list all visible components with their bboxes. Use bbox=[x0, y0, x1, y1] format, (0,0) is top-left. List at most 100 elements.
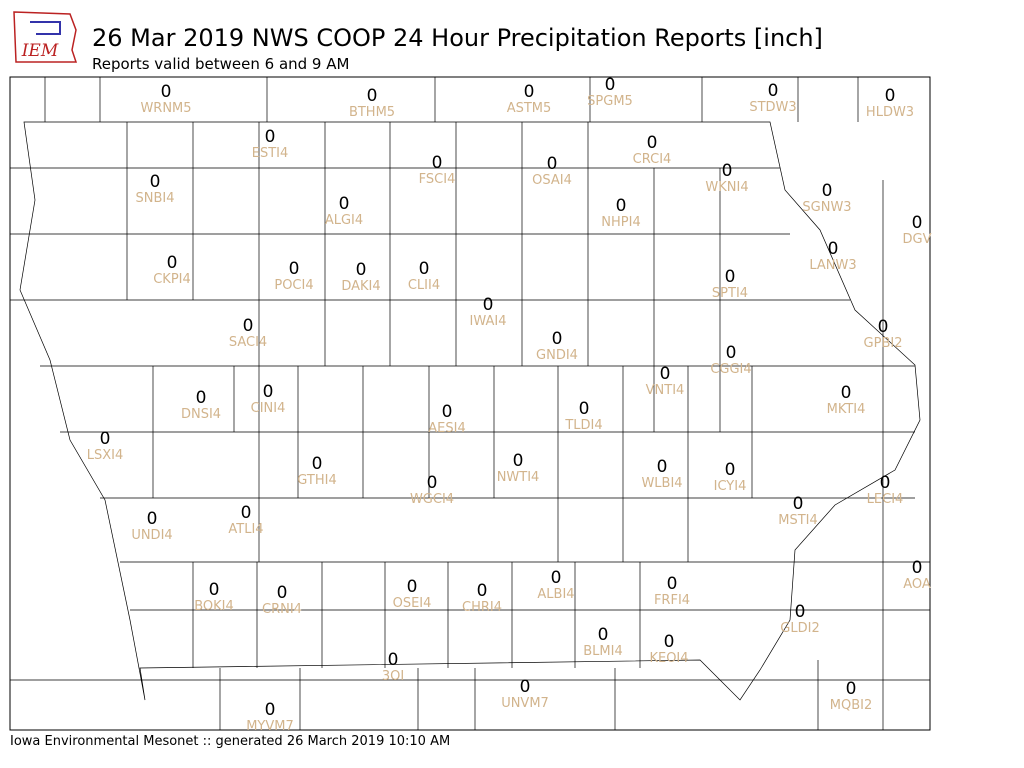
station-name: LSXI4 bbox=[87, 448, 124, 463]
station-value: 0 bbox=[579, 399, 590, 419]
station-value: 0 bbox=[647, 133, 658, 153]
station-name: BTHM5 bbox=[349, 105, 395, 120]
station-value: 0 bbox=[885, 86, 896, 106]
station-name: FSCI4 bbox=[419, 172, 456, 187]
subtitle: Reports valid between 6 and 9 AM bbox=[92, 55, 349, 73]
station-name: DGV bbox=[903, 232, 932, 247]
station-value: 0 bbox=[196, 388, 207, 408]
station-name: OSEI4 bbox=[393, 596, 432, 611]
station-value: 0 bbox=[339, 194, 350, 214]
station-value: 0 bbox=[605, 75, 616, 95]
station-value: 0 bbox=[547, 154, 558, 174]
station-name: CGGI4 bbox=[710, 362, 751, 377]
station-name: STDW3 bbox=[749, 100, 796, 115]
station-name: MSTI4 bbox=[778, 513, 818, 528]
station-name: TLDI4 bbox=[564, 418, 602, 433]
station-value: 0 bbox=[846, 679, 857, 699]
station-name: SACI4 bbox=[229, 335, 267, 350]
station-value: 0 bbox=[520, 677, 531, 697]
station-name: ATLI4 bbox=[228, 522, 263, 537]
station-name: GNDI4 bbox=[536, 348, 578, 363]
station-name: POCI4 bbox=[274, 278, 313, 293]
title: 26 Mar 2019 NWS COOP 24 Hour Precipitati… bbox=[92, 24, 823, 52]
station-name: LECI4 bbox=[867, 492, 904, 507]
station-name: UNVM7 bbox=[501, 696, 549, 711]
station-value: 0 bbox=[793, 494, 804, 514]
station-name: OSAI4 bbox=[532, 173, 572, 188]
logo: IEM bbox=[13, 11, 78, 63]
county-lines bbox=[10, 77, 930, 730]
station-value: 0 bbox=[427, 473, 438, 493]
station-name: IWAI4 bbox=[470, 314, 507, 329]
map-lines bbox=[10, 77, 930, 730]
stations: 0WRNM50BTHM50ASTM50SPGM50STDW30HLDW30EST… bbox=[87, 75, 932, 734]
station-name: GTHI4 bbox=[297, 473, 336, 488]
station-value: 0 bbox=[551, 568, 562, 588]
station-name: WLBI4 bbox=[641, 476, 682, 491]
station-value: 0 bbox=[483, 295, 494, 315]
station-value: 0 bbox=[664, 632, 675, 652]
station-name: KEOI4 bbox=[649, 651, 688, 666]
station-value: 0 bbox=[722, 161, 733, 181]
station-name: GPBI2 bbox=[864, 336, 903, 351]
station-value: 0 bbox=[265, 127, 276, 147]
station-value: 0 bbox=[388, 650, 399, 670]
station-name: ALBI4 bbox=[537, 587, 574, 602]
station-name: ICYI4 bbox=[714, 479, 747, 494]
station-value: 0 bbox=[822, 181, 833, 201]
station-name: SPGM5 bbox=[587, 94, 633, 109]
station-value: 0 bbox=[477, 581, 488, 601]
station-name: MKTI4 bbox=[827, 402, 866, 417]
station-value: 0 bbox=[598, 625, 609, 645]
station-name: CKPI4 bbox=[153, 272, 191, 287]
station-name: LANW3 bbox=[809, 258, 856, 273]
station-value: 0 bbox=[100, 429, 111, 449]
logo-text: IEM bbox=[21, 41, 59, 61]
station-name: CRNI4 bbox=[262, 602, 302, 617]
station-value: 0 bbox=[167, 253, 178, 273]
logo-symbol bbox=[30, 21, 61, 35]
station-value: 0 bbox=[841, 383, 852, 403]
station-value: 0 bbox=[432, 153, 443, 173]
station-value: 0 bbox=[768, 81, 779, 101]
station-value: 0 bbox=[726, 343, 737, 363]
station-value: 0 bbox=[513, 451, 524, 471]
station-value: 0 bbox=[263, 382, 274, 402]
station-name: CLII4 bbox=[408, 278, 440, 293]
station-name: 3OI bbox=[382, 669, 404, 684]
station-name: SGNW3 bbox=[802, 200, 851, 215]
station-name: SNBI4 bbox=[136, 191, 175, 206]
station-name: WRNM5 bbox=[140, 101, 191, 116]
station-name: SPTI4 bbox=[712, 286, 748, 301]
station-name: ESTI4 bbox=[252, 146, 289, 161]
station-value: 0 bbox=[667, 574, 678, 594]
station-value: 0 bbox=[243, 316, 254, 336]
station-name: AESI4 bbox=[428, 421, 465, 436]
station-value: 0 bbox=[912, 213, 923, 233]
station-name: CINI4 bbox=[251, 401, 286, 416]
station-value: 0 bbox=[289, 259, 300, 279]
station-name: FRFI4 bbox=[654, 593, 690, 608]
station-value: 0 bbox=[147, 509, 158, 529]
station-value: 0 bbox=[878, 317, 889, 337]
station-name: CHRI4 bbox=[462, 600, 502, 615]
station-value: 0 bbox=[367, 86, 378, 106]
station-name: WGCI4 bbox=[410, 492, 454, 507]
station-name: CRCI4 bbox=[633, 152, 672, 167]
station-value: 0 bbox=[209, 580, 220, 600]
station-name: AOA bbox=[903, 577, 931, 592]
station-value: 0 bbox=[660, 364, 671, 384]
footer: Iowa Environmental Mesonet :: generated … bbox=[10, 734, 450, 749]
station-name: ALGI4 bbox=[325, 213, 363, 228]
station-name: NWTI4 bbox=[497, 470, 540, 485]
station-value: 0 bbox=[725, 460, 736, 480]
station-value: 0 bbox=[828, 239, 839, 259]
station-name: VNTI4 bbox=[646, 383, 685, 398]
station-value: 0 bbox=[356, 260, 367, 280]
station-value: 0 bbox=[725, 267, 736, 287]
station-value: 0 bbox=[657, 457, 668, 477]
station-value: 0 bbox=[241, 503, 252, 523]
station-name: DNSI4 bbox=[181, 407, 221, 422]
station-value: 0 bbox=[407, 577, 418, 597]
station-name: DAKI4 bbox=[341, 279, 380, 294]
